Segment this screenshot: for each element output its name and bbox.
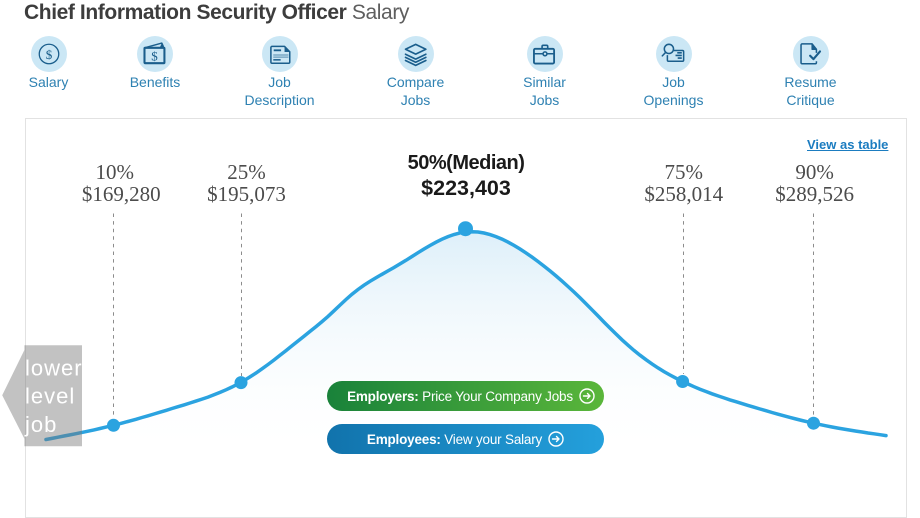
svg-text:$: $: [45, 47, 52, 62]
svg-text:$: $: [151, 48, 158, 63]
svg-text:job: job: [24, 412, 57, 437]
svg-text:lower: lower: [25, 356, 83, 381]
svg-text:level: level: [25, 383, 75, 408]
